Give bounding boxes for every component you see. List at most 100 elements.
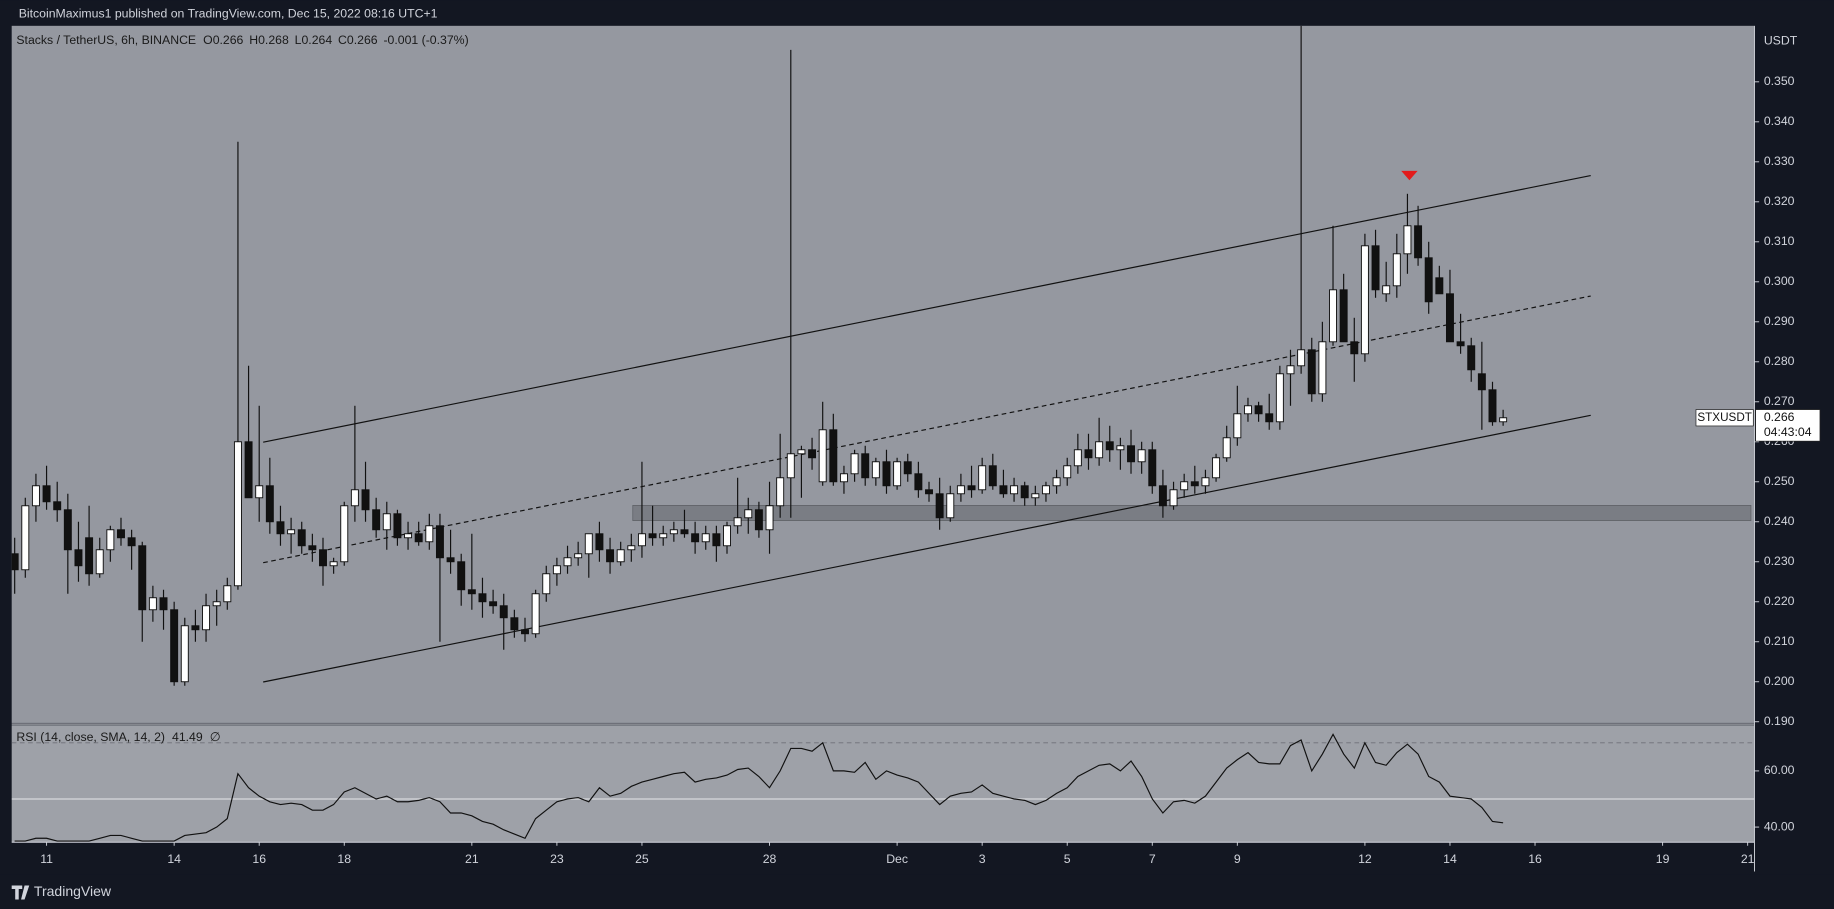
candle-body <box>606 549 615 563</box>
candle-body <box>319 549 327 567</box>
candle-body <box>233 441 242 587</box>
candle-body <box>1201 477 1210 487</box>
candle-body <box>1403 225 1412 255</box>
candle-body <box>978 465 987 491</box>
footer <box>0 874 1834 909</box>
y-tick-label: 0.290 <box>1764 314 1795 328</box>
candle-body <box>1339 289 1348 343</box>
candle-body <box>297 529 306 547</box>
legend-value: 0.266 <box>347 33 378 47</box>
candle-body <box>1180 481 1189 491</box>
y-tick-label: 0.330 <box>1764 154 1795 168</box>
candle-body <box>1243 405 1252 415</box>
candle-body <box>138 545 147 611</box>
candle-body <box>255 485 264 499</box>
candle-body <box>117 529 125 539</box>
channel-upper <box>263 174 1591 443</box>
candle-body <box>191 625 200 631</box>
publisher: BitcoinMaximus1 published on TradingView… <box>19 6 438 20</box>
candle-body <box>372 509 381 531</box>
candle-body <box>1499 417 1508 423</box>
y-tick-label: 0.200 <box>1764 674 1795 688</box>
candle-body <box>999 485 1008 495</box>
candle-body <box>1350 341 1359 355</box>
candle-body <box>616 549 625 563</box>
candle-body <box>1456 341 1465 347</box>
candle-body <box>1105 441 1114 451</box>
x-tick-label: 23 <box>550 852 564 866</box>
rsi-tick-label: 40.00 <box>1764 819 1795 833</box>
candle-body <box>202 605 211 631</box>
price-label: 0.266 <box>1764 410 1795 424</box>
y-tick-label: 0.220 <box>1764 594 1795 608</box>
y-tick-label: 0.320 <box>1764 194 1795 208</box>
x-tick-label: Dec <box>886 852 908 866</box>
candle-body <box>1095 441 1104 459</box>
candle-body <box>212 601 221 607</box>
candle-body <box>42 485 51 503</box>
legend-value: 0.268 <box>258 33 289 47</box>
candle-body <box>478 593 487 603</box>
candle-body <box>74 549 83 567</box>
candle-body <box>850 453 859 475</box>
candle-body <box>882 461 891 487</box>
y-tick-label: 0.190 <box>1764 714 1795 728</box>
marker-arrow <box>1401 170 1418 181</box>
candle-body <box>244 441 253 499</box>
candle-body <box>510 617 519 631</box>
candle-body <box>914 473 923 491</box>
candle-body <box>148 597 157 611</box>
candle-body <box>595 533 604 551</box>
candle-body <box>1137 449 1146 463</box>
candle-body <box>1467 345 1476 371</box>
candle-body <box>425 525 434 543</box>
candle-body <box>531 593 540 635</box>
candle-body <box>691 533 700 543</box>
x-tick-label: 25 <box>635 852 649 866</box>
candle-body <box>223 585 232 603</box>
candle-body <box>382 513 391 531</box>
price-box <box>1755 409 1821 442</box>
candle-body <box>786 453 795 479</box>
candle-body <box>1371 245 1380 291</box>
candle-body <box>414 533 423 543</box>
candle-body <box>637 533 646 547</box>
y-tick-label: 0.210 <box>1764 634 1795 648</box>
candle-body <box>552 565 561 575</box>
candle-body <box>1073 449 1082 467</box>
candle-body <box>584 533 593 555</box>
candle-body <box>499 605 508 619</box>
candle-body <box>1382 285 1391 295</box>
candle-body <box>21 505 30 571</box>
channel <box>263 174 1591 683</box>
candle-body <box>521 629 529 635</box>
x-tick-label: 18 <box>337 852 351 866</box>
candle-body <box>1222 437 1231 459</box>
candle-body <box>435 525 444 559</box>
legend: Stacks / TetherUS, 6h, BINANCE O0.266 H0.2… <box>16 33 468 47</box>
y-tick-label: 0.230 <box>1764 554 1795 568</box>
countdown: 04:43:04 <box>1764 425 1812 439</box>
candle-body <box>1414 225 1423 259</box>
candle-body <box>871 461 880 479</box>
candle-body <box>1286 365 1295 375</box>
x-tick-label: 3 <box>979 852 986 866</box>
candle-body <box>627 545 636 551</box>
rsi-extra: ∅ <box>210 730 221 744</box>
candle-body <box>393 513 402 539</box>
candle-body <box>350 489 359 507</box>
y-tick-label: 0.270 <box>1764 394 1795 408</box>
channel-mid <box>263 295 1591 564</box>
candle-body <box>276 521 285 535</box>
candle-body <box>1148 449 1157 487</box>
channel-lower <box>263 414 1591 683</box>
candle-body <box>1212 457 1221 479</box>
candle-body <box>765 505 774 531</box>
candle-body <box>776 477 785 507</box>
candle-body <box>1297 349 1306 367</box>
candle-body <box>1275 373 1284 423</box>
candle-body <box>1190 481 1199 487</box>
candle-body <box>170 609 179 683</box>
candle-body <box>1158 485 1167 507</box>
x-tick-label: 28 <box>763 852 777 866</box>
